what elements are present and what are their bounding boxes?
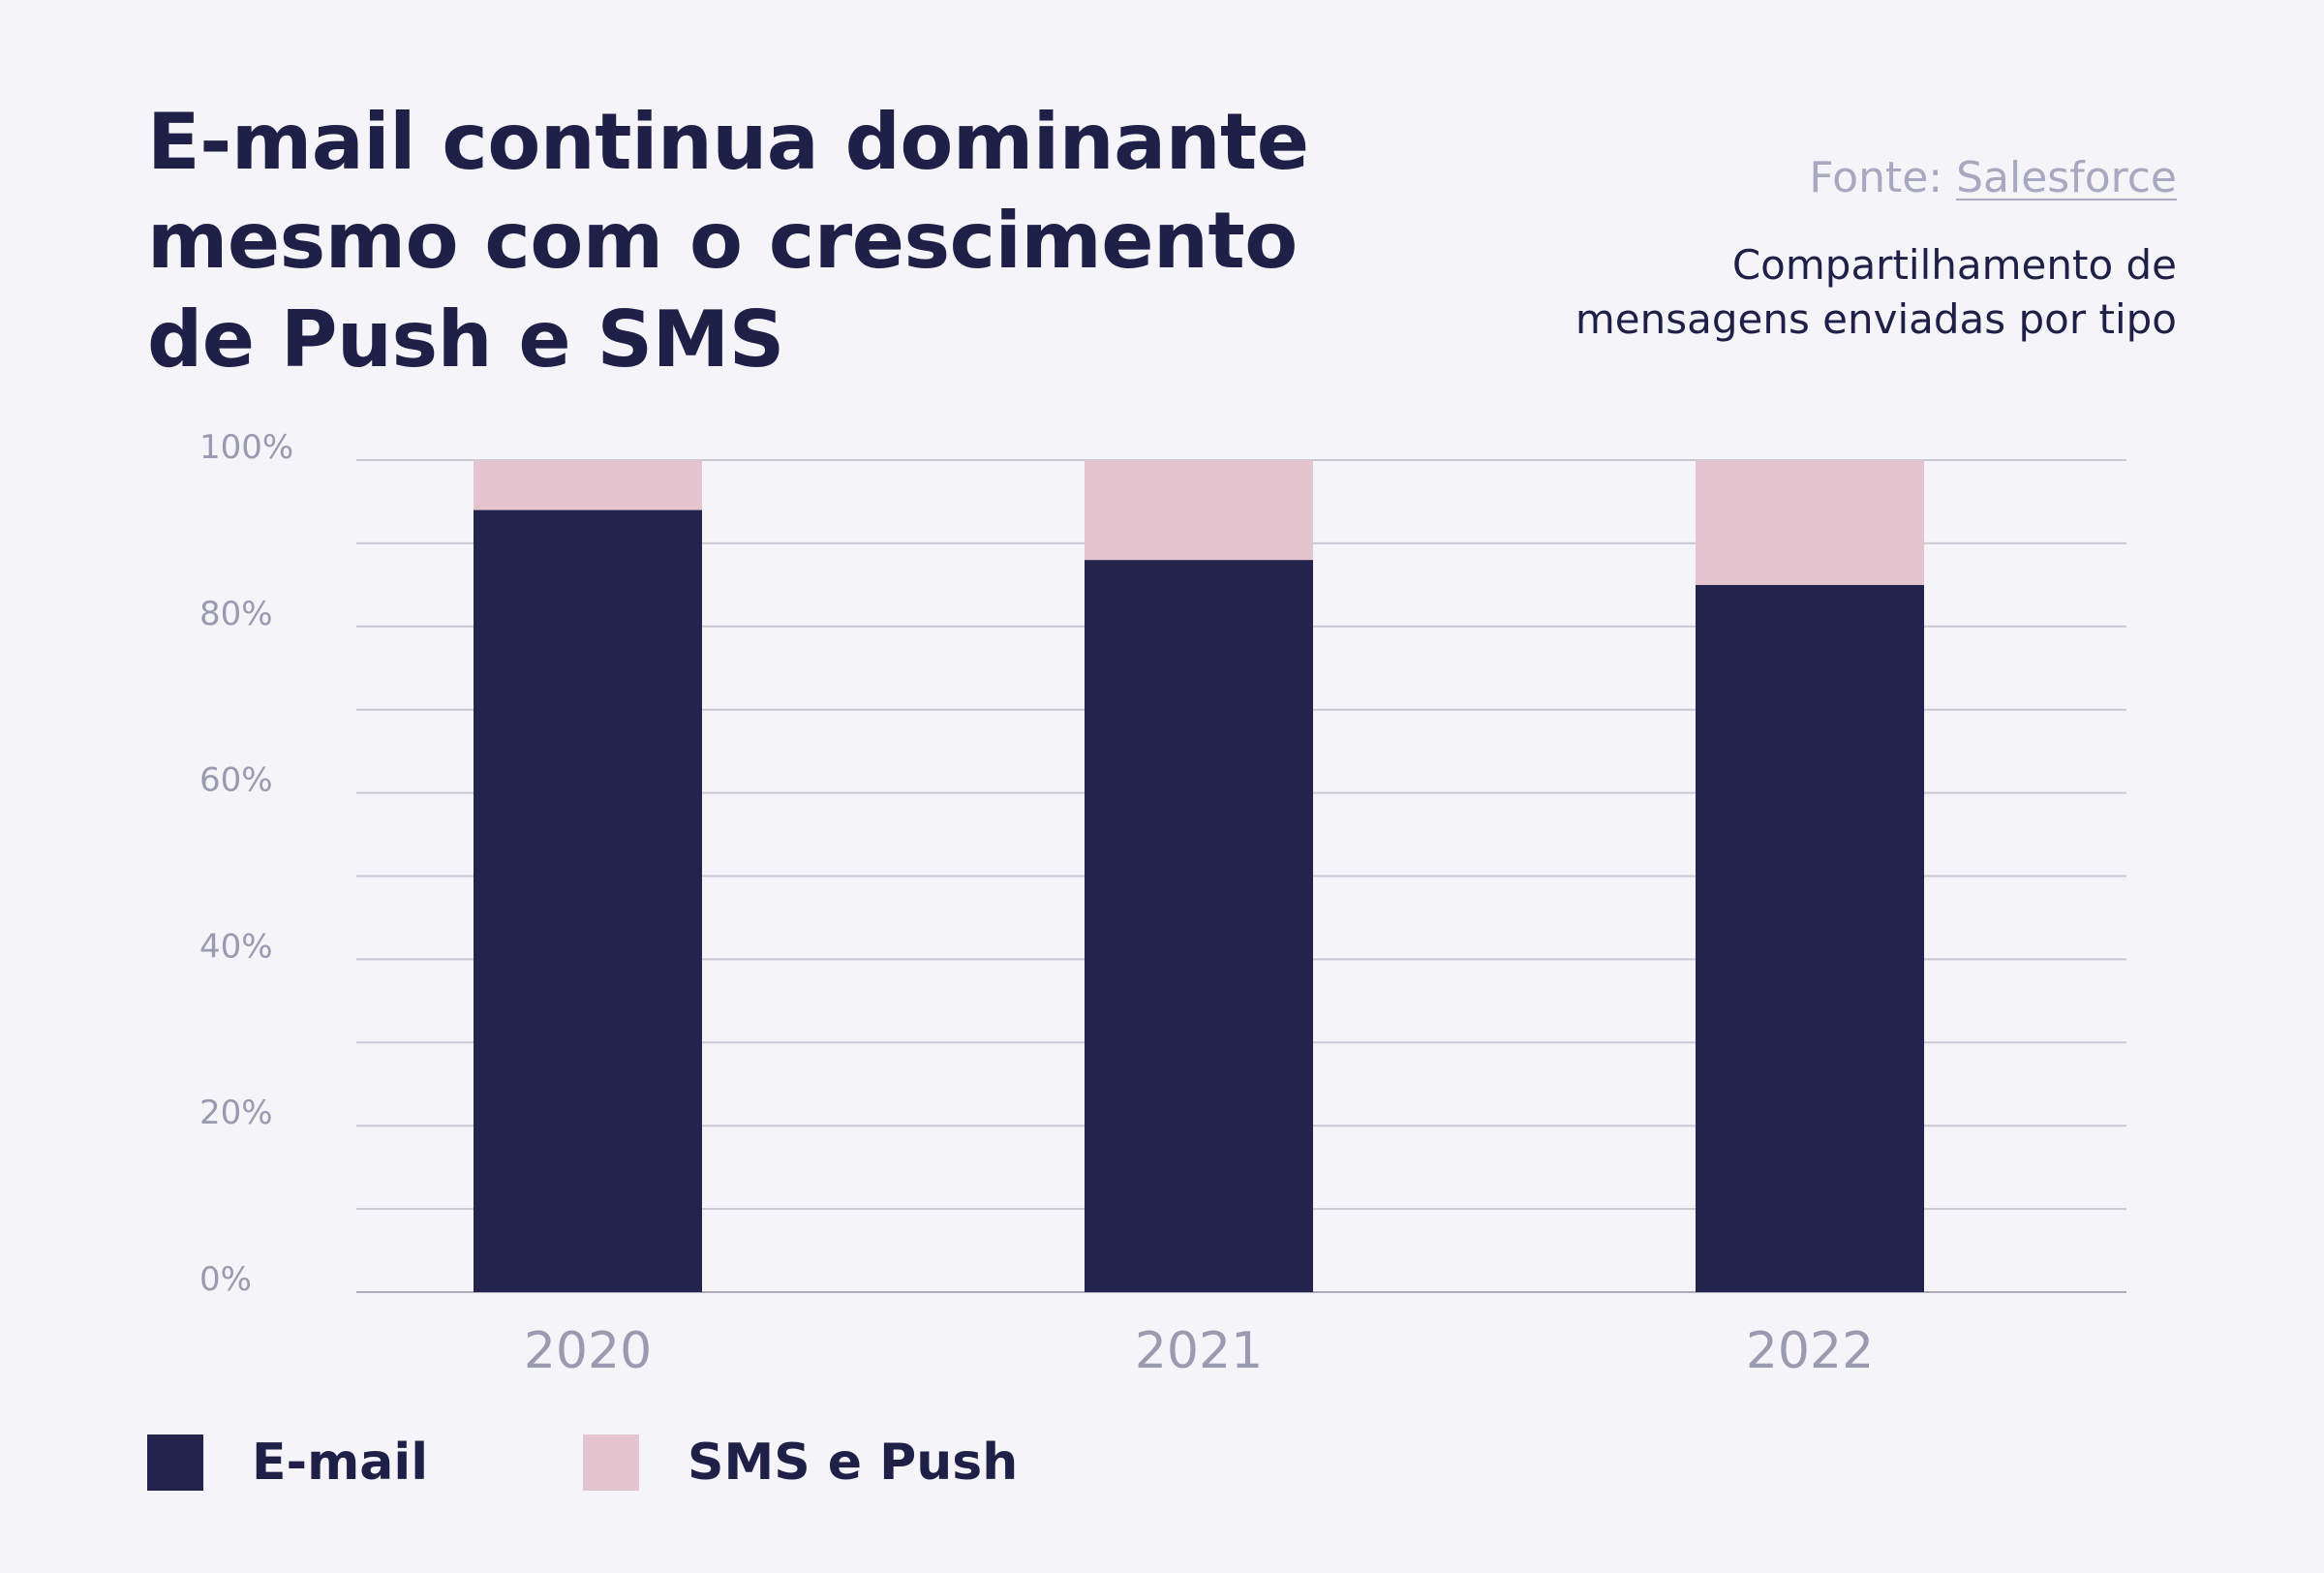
y-tick-label: 0% [199, 1260, 252, 1299]
x-tick-label: 2022 [1746, 1322, 1874, 1380]
x-axis-ticks: 2020 2021 2022 [524, 1322, 1874, 1380]
chart-title-line: de Push e SMS [147, 294, 784, 385]
legend-label-sms-push: SMS e Push [688, 1434, 1019, 1492]
y-tick-label: 40% [199, 927, 273, 966]
source-credit: Fonte: Salesforce [1809, 153, 2177, 202]
chart-title: E-mail continua dominante mesmo com o cr… [147, 93, 1406, 389]
chart-subtitle-line: Compartilhamento de [1731, 241, 2177, 289]
y-axis-ticks: 0% 20% 40% 60% 80% 100% [199, 428, 293, 1299]
source-link[interactable]: Salesforce [1956, 153, 2177, 202]
legend: E-mail SMS e Push [147, 1434, 1173, 1492]
bar-segment-sms-push [1085, 460, 1313, 561]
y-tick-label: 100% [199, 428, 293, 467]
bars [474, 460, 1924, 1292]
bar-segment-sms-push [474, 460, 702, 510]
y-tick-label: 20% [199, 1094, 273, 1132]
chart-title-line: mesmo com o crescimento [147, 196, 1298, 286]
bar-segment-email [474, 509, 702, 1292]
legend-item-email: E-mail [147, 1434, 428, 1492]
y-tick-label: 80% [199, 595, 273, 633]
legend-label-email: E-mail [252, 1434, 429, 1492]
x-tick-label: 2021 [1135, 1322, 1263, 1380]
source-prefix: Fonte: [1809, 153, 1957, 202]
chart-subtitle: Compartilhamento de mensagens enviadas p… [1402, 238, 2177, 347]
chart-title-line: E-mail continua dominante [147, 97, 1309, 187]
x-tick-label: 2020 [524, 1322, 652, 1380]
legend-item-sms-push: SMS e Push [583, 1434, 1018, 1492]
legend-swatch-email [147, 1434, 203, 1491]
bar-segment-email [1085, 560, 1313, 1292]
y-tick-label: 60% [199, 761, 273, 800]
bar-segment-email [1696, 584, 1924, 1292]
chart-subtitle-line: mensagens enviadas por tipo [1575, 295, 2177, 343]
legend-swatch-sms-push [583, 1434, 640, 1491]
bar-segment-sms-push [1696, 460, 1924, 585]
